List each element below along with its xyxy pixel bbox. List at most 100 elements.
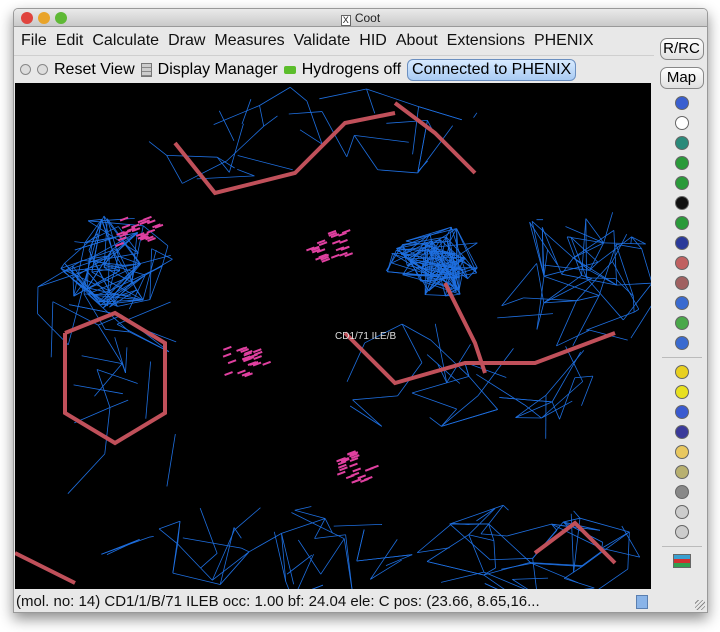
toolbar: Reset View Display Manager Hydrogens off… [14,55,654,83]
delete-hydrogens-icon[interactable] [674,365,689,379]
mesh-line [445,226,452,238]
mesh-line [81,355,123,365]
torsion-icon[interactable] [674,256,689,270]
mesh-line [213,105,260,125]
mesh-line [145,361,151,419]
menu-measures[interactable]: Measures [214,32,285,49]
mesh-line [105,328,130,333]
mesh-line [515,401,553,418]
status-scroll-handle[interactable] [636,595,648,609]
mesh-line [613,230,618,286]
resize-grip[interactable] [695,600,705,610]
contact-dot [117,236,127,242]
mesh-line [589,261,599,271]
graphics-viewport[interactable]: CD1/71 ILE/B [15,83,651,589]
pep-flip-icon[interactable] [674,296,689,310]
mesh-line [396,248,456,254]
mesh-line [543,275,600,296]
regularize-icon[interactable] [674,176,689,190]
reset-view-button[interactable]: Reset View [54,60,135,78]
mesh-line [563,565,584,579]
trash-icon[interactable] [674,485,689,499]
refine-zone-icon[interactable] [674,156,689,170]
mesh-line [447,251,458,290]
mesh-line [131,232,138,283]
mesh-line [621,525,641,558]
mesh-line [497,313,553,319]
rrc-button[interactable]: R/RC [659,38,704,60]
mesh-line [109,281,133,308]
contact-dot [262,360,272,366]
mesh-line [477,348,514,396]
undo-icon[interactable] [674,505,689,519]
mesh-line [72,265,75,297]
mesh-line [166,155,183,184]
mesh-line [345,534,353,589]
menu-edit[interactable]: Edit [55,32,84,49]
menu-calculate[interactable]: Calculate [92,32,160,49]
hydrogens-button[interactable]: Hydrogens off [301,60,402,78]
connected-to-phenix-button[interactable]: Connected to PHENIX [407,58,577,81]
mesh-line [100,289,137,303]
mesh-line [88,220,144,227]
add-atom-icon[interactable] [674,405,689,419]
mesh-line [589,269,617,286]
contact-dot [252,361,262,367]
play-icon[interactable] [674,196,689,210]
separator [661,546,702,547]
zoom-button[interactable] [55,12,67,24]
coot-window: X Coot File Edit Calculate Draw Measures Valid… [13,8,708,613]
molecule-scene[interactable]: CD1/71 ILE/B [15,83,651,589]
flip-icon[interactable] [674,276,689,290]
mesh-line [515,394,547,418]
rotamer-icon[interactable] [674,236,689,250]
mesh-line [116,323,170,353]
menu-about[interactable]: About [395,32,438,49]
mesh-line [450,227,469,279]
mesh-line [536,276,545,330]
display-manager-button[interactable]: Display Manager [157,60,278,78]
menu-file[interactable]: File [21,32,47,49]
mesh-line [563,521,601,531]
contact-dot [237,369,246,375]
bond [533,520,617,565]
side-chain-icon[interactable] [674,316,689,330]
mesh-line [177,543,213,581]
mesh-line [349,405,383,427]
backrub-icon[interactable] [674,336,689,350]
stamp-icon[interactable] [674,465,689,479]
mesh-line [392,253,430,276]
map-button[interactable]: Map [659,67,704,89]
anchor-icon[interactable] [674,136,689,150]
mesh-line [237,168,255,177]
clock-icon[interactable] [674,116,689,130]
mesh-line [456,228,477,274]
mesh-line [273,531,287,582]
mesh-line [286,554,313,575]
contact-dot [318,241,328,247]
contact-dot [331,239,341,245]
menu-phenix[interactable]: PHENIX [533,32,594,49]
mesh-line [136,289,144,301]
mesh-line [88,258,146,276]
mesh-line [391,253,409,260]
radiation-icon[interactable] [674,385,689,399]
close-button[interactable] [21,12,33,24]
add-box-icon[interactable] [674,445,689,459]
mesh-line [299,129,323,145]
rotate-view-icon[interactable] [674,96,689,110]
redo-icon[interactable] [674,525,689,539]
add-terminal-icon[interactable] [674,425,689,439]
toolbar-left-arrow-icon[interactable] [20,64,31,75]
rigid-body-icon[interactable] [674,216,689,230]
minimize-button[interactable] [38,12,50,24]
mesh-line [524,404,542,419]
toolbar-stop-icon[interactable] [37,64,48,75]
flag-icon[interactable] [672,554,691,568]
menu-draw[interactable]: Draw [168,32,206,49]
title-bar: X Coot [14,9,707,27]
menu-extensions[interactable]: Extensions [446,32,525,49]
contact-dot [143,215,152,221]
menu-validate[interactable]: Validate [293,32,351,49]
menu-hid[interactable]: HID [359,32,387,49]
